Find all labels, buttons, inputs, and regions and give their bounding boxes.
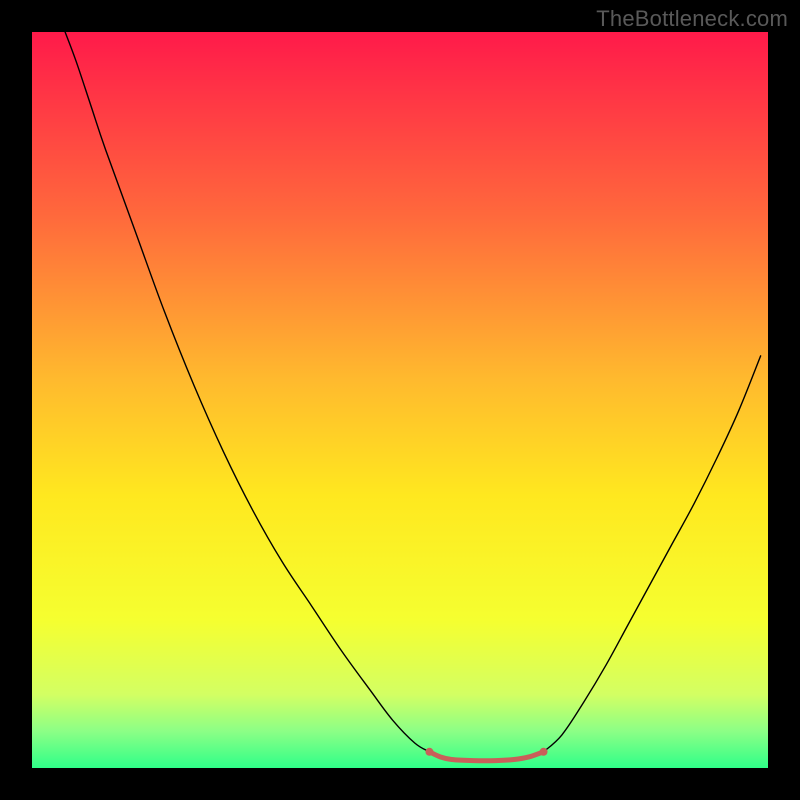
watermark-text: TheBottleneck.com (596, 6, 788, 32)
chart-region (32, 32, 768, 768)
chart-canvas (32, 32, 768, 768)
